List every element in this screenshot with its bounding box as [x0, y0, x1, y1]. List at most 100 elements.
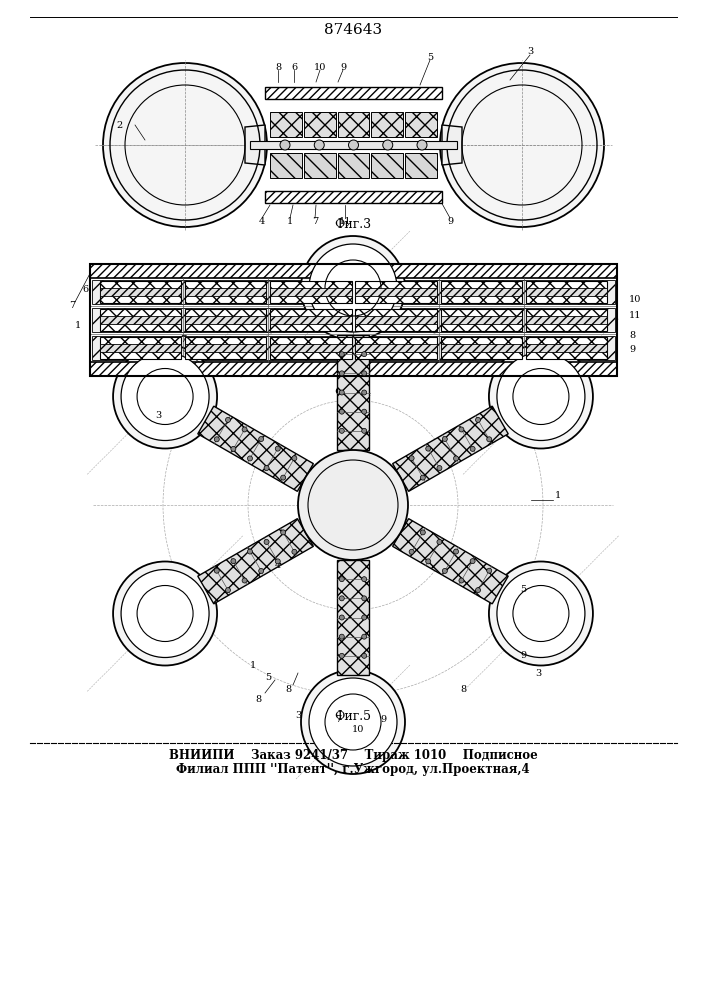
Bar — [250, 141, 457, 149]
Bar — [371, 112, 403, 137]
Circle shape — [339, 390, 344, 395]
Bar — [371, 153, 403, 178]
Circle shape — [264, 466, 269, 471]
Bar — [92, 308, 615, 332]
Circle shape — [417, 140, 427, 150]
Text: 8: 8 — [275, 62, 281, 72]
Circle shape — [292, 549, 297, 554]
Bar — [356, 344, 437, 352]
Text: 6: 6 — [291, 62, 297, 72]
Bar — [440, 281, 522, 303]
Bar — [185, 316, 267, 324]
Bar — [440, 309, 522, 331]
Circle shape — [362, 371, 367, 376]
Circle shape — [226, 417, 230, 422]
Text: Фиг.5: Фиг.5 — [334, 710, 371, 724]
Circle shape — [113, 344, 217, 448]
Text: 1: 1 — [287, 217, 293, 226]
Polygon shape — [245, 125, 265, 165]
Circle shape — [453, 549, 459, 554]
Circle shape — [231, 559, 236, 564]
Bar — [92, 336, 615, 360]
Bar — [270, 344, 351, 352]
Circle shape — [489, 344, 593, 448]
Circle shape — [301, 236, 405, 340]
Bar — [265, 87, 442, 99]
Circle shape — [362, 352, 367, 357]
Text: 8: 8 — [285, 686, 291, 694]
Circle shape — [437, 539, 442, 544]
Bar — [440, 316, 522, 324]
Bar — [100, 281, 181, 303]
Circle shape — [281, 475, 286, 480]
Circle shape — [349, 140, 358, 150]
Bar — [338, 112, 369, 137]
Circle shape — [362, 653, 367, 658]
Text: 1: 1 — [250, 660, 256, 670]
Bar — [270, 112, 302, 137]
Bar — [270, 309, 351, 331]
Circle shape — [339, 428, 344, 433]
Circle shape — [362, 390, 367, 395]
Circle shape — [339, 371, 344, 376]
Circle shape — [281, 530, 286, 535]
Circle shape — [409, 549, 414, 554]
Circle shape — [486, 437, 492, 442]
Text: Филиал ППП ''Патент'', г.Ужгород, ул.Проектная,4: Филиал ППП ''Патент'', г.Ужгород, ул.Про… — [176, 764, 530, 776]
Bar — [440, 344, 522, 352]
Text: 3: 3 — [527, 47, 533, 56]
Circle shape — [362, 409, 367, 414]
Bar — [270, 153, 302, 178]
Bar — [270, 337, 351, 359]
Circle shape — [459, 427, 464, 432]
Polygon shape — [337, 335, 369, 450]
Bar — [304, 112, 336, 137]
Circle shape — [489, 562, 593, 666]
Bar — [405, 112, 437, 137]
Text: 7: 7 — [69, 300, 75, 310]
Bar — [356, 309, 437, 331]
Bar — [356, 337, 437, 359]
Circle shape — [214, 568, 219, 573]
Bar — [100, 288, 181, 296]
Text: 11: 11 — [339, 217, 351, 226]
Circle shape — [339, 615, 344, 620]
Circle shape — [339, 577, 344, 582]
Text: 6: 6 — [82, 286, 88, 294]
Bar — [270, 288, 351, 296]
Circle shape — [301, 670, 405, 774]
Bar — [356, 281, 437, 303]
Circle shape — [362, 428, 367, 433]
Bar — [185, 309, 267, 331]
Text: 9: 9 — [340, 62, 346, 72]
Circle shape — [443, 437, 448, 442]
Text: 4: 4 — [259, 217, 265, 226]
Circle shape — [421, 530, 426, 535]
Bar — [265, 191, 442, 203]
Circle shape — [231, 446, 236, 451]
Circle shape — [280, 140, 290, 150]
Polygon shape — [198, 406, 313, 491]
Circle shape — [409, 456, 414, 461]
Polygon shape — [392, 519, 508, 604]
Circle shape — [497, 570, 585, 658]
Text: 2: 2 — [117, 120, 123, 129]
Bar — [270, 281, 351, 303]
Circle shape — [275, 446, 280, 451]
Circle shape — [103, 63, 267, 227]
Circle shape — [247, 456, 252, 461]
Bar — [185, 288, 267, 296]
Text: 8: 8 — [629, 330, 635, 340]
Bar — [526, 288, 607, 296]
Polygon shape — [392, 406, 508, 491]
Circle shape — [242, 578, 247, 583]
Circle shape — [298, 450, 408, 560]
Text: 6: 6 — [220, 353, 226, 361]
Circle shape — [121, 353, 209, 440]
Circle shape — [362, 596, 367, 601]
Text: 8: 8 — [460, 686, 466, 694]
Text: 1: 1 — [555, 490, 561, 499]
Bar — [440, 337, 522, 359]
Text: 3: 3 — [155, 410, 161, 420]
Bar — [90, 362, 617, 376]
